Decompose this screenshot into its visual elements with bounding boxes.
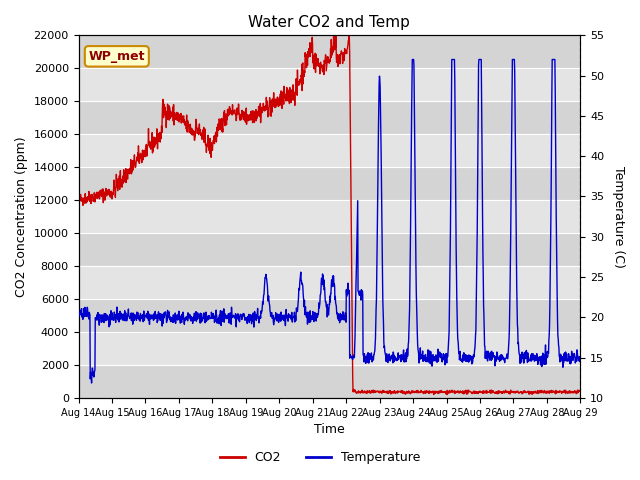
Bar [79,200,580,233]
Bar [79,167,580,200]
Legend: CO2, Temperature: CO2, Temperature [214,446,426,469]
Y-axis label: Temperature (C): Temperature (C) [612,166,625,267]
X-axis label: Time: Time [314,423,345,436]
Title: Water CO2 and Temp: Water CO2 and Temp [248,15,410,30]
Bar [79,68,580,101]
Y-axis label: CO2 Concentration (ppm): CO2 Concentration (ppm) [15,136,28,297]
Bar [79,266,580,299]
Bar [79,365,580,398]
Bar [79,233,580,266]
Bar [79,101,580,134]
Bar [79,134,580,167]
Bar [79,332,580,365]
Bar [79,299,580,332]
Text: WP_met: WP_met [88,50,145,63]
Bar [79,36,580,68]
